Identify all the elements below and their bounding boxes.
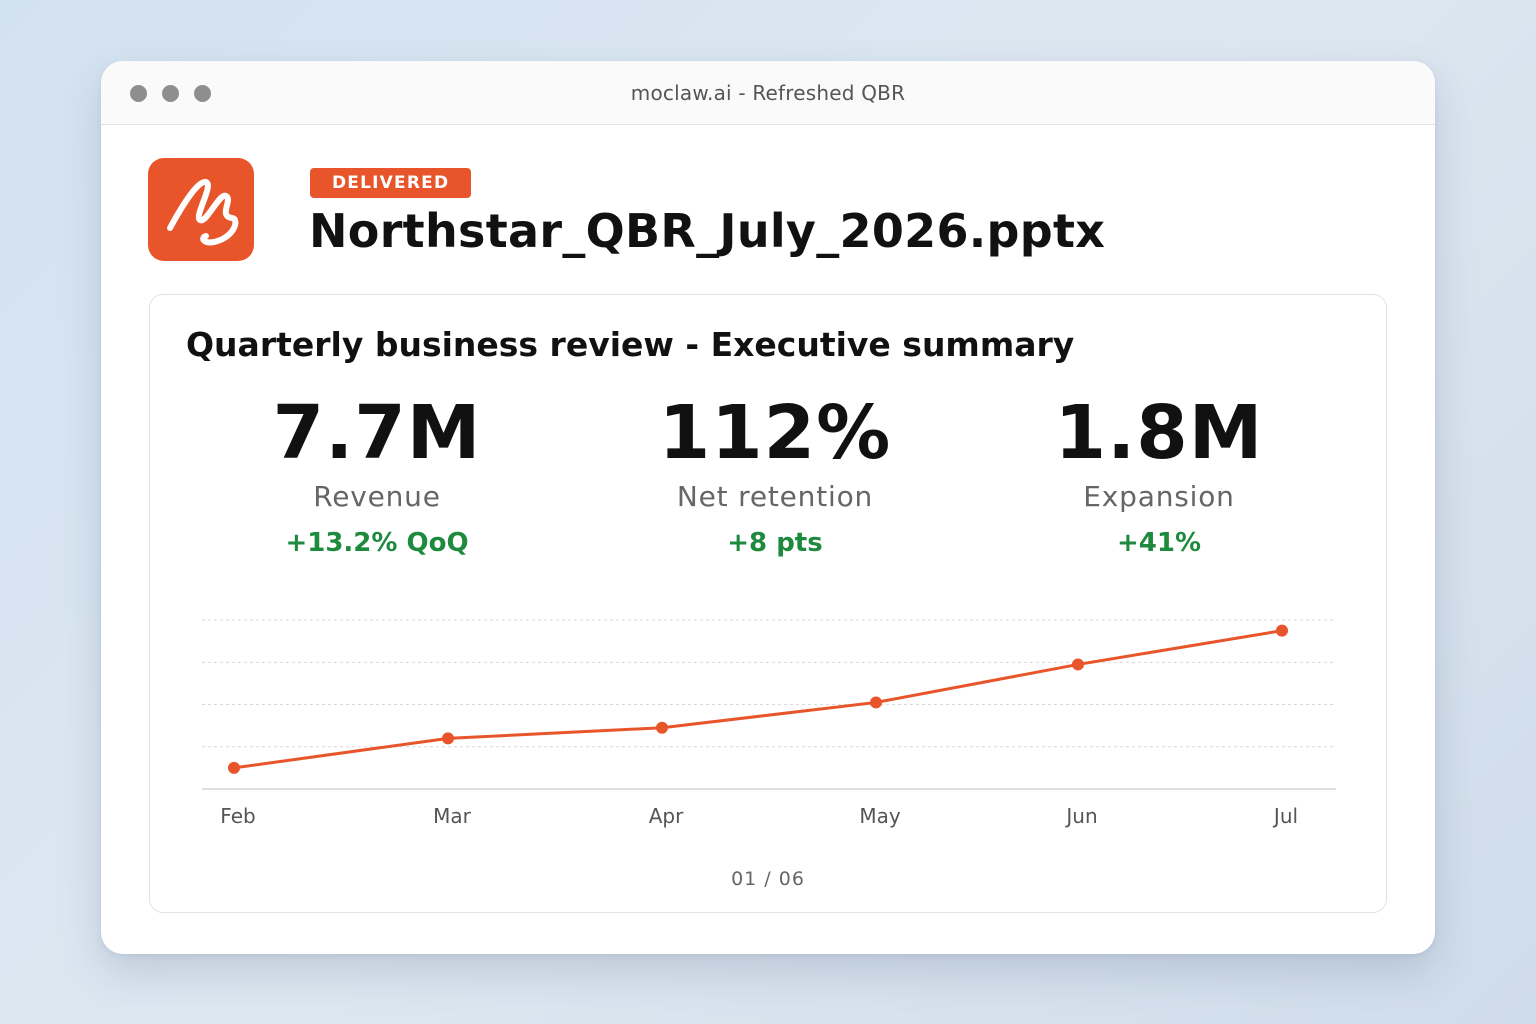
x-tick-label: Apr [649, 804, 684, 828]
current-page: 01 [731, 868, 758, 890]
data-point [1072, 658, 1084, 671]
kpi-net-retention: 112% Net retention +8 pts [595, 390, 955, 560]
data-point [442, 732, 454, 745]
x-tick-label: Feb [220, 804, 255, 828]
data-point [228, 761, 240, 774]
kpi-expansion: 1.8M Expansion +41% [979, 390, 1339, 560]
kpi-delta: +41% [1116, 528, 1202, 558]
x-tick-label: Jul [1272, 804, 1298, 828]
file-name-title: Northstar_QBR_July_2026.pptx [309, 204, 1106, 258]
minimize-window-button[interactable] [162, 85, 179, 102]
kpi-revenue: 7.7M Revenue +13.2% QoQ [197, 390, 557, 560]
status-badge: DELIVERED [310, 168, 472, 198]
kpi-delta: +8 pts [727, 528, 823, 558]
trend-line-chart: Feb Mar Apr May Jun Jul [202, 619, 1336, 828]
x-tick-label: May [859, 804, 901, 828]
slide-title: Quarterly business review - Executive su… [186, 325, 1075, 364]
kpi-value: 1.8M [1054, 390, 1264, 476]
data-point [870, 696, 882, 709]
maximize-window-button[interactable] [194, 85, 211, 102]
moclaw-logo-icon [148, 158, 254, 261]
total-pages: 06 [778, 868, 805, 890]
data-point [656, 721, 668, 734]
window-title: moclaw.ai - Refreshed QBR [630, 81, 906, 105]
kpi-label: Revenue [313, 480, 441, 513]
x-tick-label: Mar [433, 804, 472, 828]
close-window-button[interactable] [130, 85, 147, 102]
kpi-value: 112% [658, 390, 892, 476]
kpi-label: Expansion [1083, 480, 1235, 513]
data-point [1276, 624, 1288, 637]
title-bar: moclaw.ai - Refreshed QBR [101, 61, 1435, 125]
page-separator: / [764, 868, 779, 890]
app-window: moclaw.ai - Refreshed QBR DELIVERED Nort… [101, 61, 1435, 954]
slide-preview-card[interactable]: Quarterly business review - Executive su… [149, 294, 1387, 913]
x-tick-label: Jun [1064, 804, 1097, 828]
page-indicator: 01 / 06 [150, 868, 1386, 890]
kpi-label: Net retention [676, 480, 874, 513]
series-line [233, 629, 1283, 770]
kpi-delta: +13.2% QoQ [285, 528, 469, 558]
kpi-value: 7.7M [272, 390, 482, 476]
